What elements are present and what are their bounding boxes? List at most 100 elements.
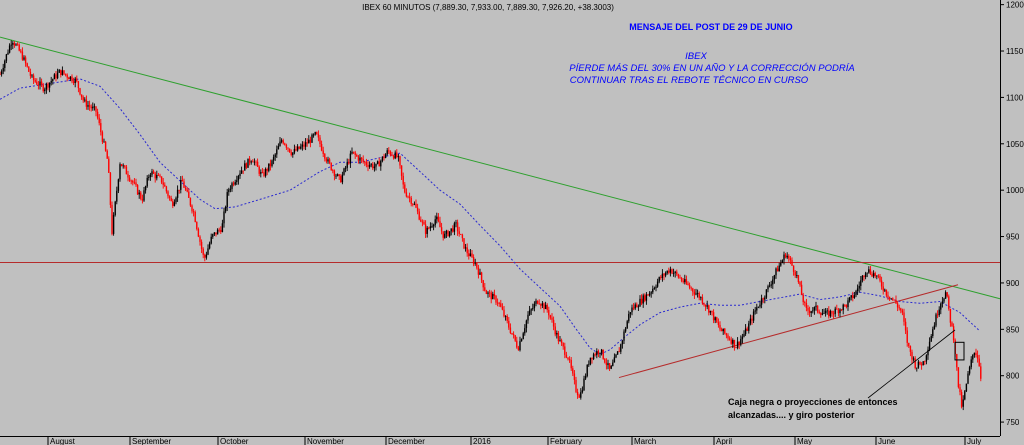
candle-body (170, 198, 172, 202)
candle-body (292, 152, 294, 155)
candle-body (8, 45, 11, 53)
candle-body (768, 285, 771, 287)
candle-body (855, 291, 857, 296)
candle-body (280, 140, 283, 142)
candle-body (66, 74, 68, 78)
candle-body (549, 315, 552, 318)
candle-body (444, 233, 446, 238)
candle-body (629, 312, 632, 314)
candle-body (524, 328, 526, 334)
candle-body (709, 310, 712, 313)
candle-body (517, 347, 520, 351)
candle-body (319, 137, 321, 144)
candle-body (55, 74, 57, 79)
candle-body (677, 274, 680, 278)
candle-body (736, 341, 739, 348)
candle-body (892, 298, 894, 300)
candle-body (778, 265, 780, 272)
candle-body (856, 288, 859, 292)
y-tick-label: 950 (1006, 233, 1020, 242)
candle-body (420, 219, 422, 222)
candle-body (284, 143, 286, 145)
candle-body (367, 164, 369, 167)
candle-body (640, 298, 643, 304)
candle-body (730, 339, 732, 344)
candle-body (807, 307, 809, 311)
candle-body (920, 364, 923, 366)
candle-body (242, 170, 244, 172)
candle-body (548, 310, 550, 316)
candle-body (450, 228, 452, 232)
candle-body (781, 260, 784, 263)
candle-body (783, 254, 785, 261)
candle-body (720, 329, 723, 332)
candle-body (304, 142, 307, 147)
candle-body (965, 383, 968, 392)
candle-body (376, 161, 379, 164)
candle-body (247, 158, 249, 168)
candle-body (754, 310, 756, 312)
candle-body (416, 207, 419, 212)
candle-body (556, 333, 558, 335)
candle-body (98, 117, 100, 124)
candle-body (189, 197, 192, 206)
candle-body (536, 300, 539, 304)
candle-body (445, 230, 448, 234)
candle-body (580, 392, 582, 398)
candle-body (309, 139, 312, 143)
candle-body (944, 292, 947, 299)
candle-body (554, 326, 556, 335)
candle-body (20, 50, 22, 52)
candle-body (373, 166, 376, 169)
candle-body (39, 81, 41, 86)
candle-body (703, 303, 705, 305)
candle-body (903, 312, 905, 322)
candle-body (186, 189, 188, 192)
candle-body (509, 327, 512, 333)
candle-body (743, 334, 745, 337)
candle-body (359, 157, 361, 161)
candle-body (29, 71, 32, 76)
candle-body (837, 309, 840, 314)
candle-body (143, 190, 145, 201)
candle-body (180, 180, 182, 190)
candle-body (636, 304, 638, 308)
candle-body (311, 134, 313, 143)
candle-body (428, 227, 430, 229)
candle-body (620, 344, 622, 352)
y-tick-label: 1050 (1006, 140, 1024, 149)
candle-body (314, 132, 316, 135)
candle-body (285, 144, 288, 148)
candle-body (602, 349, 604, 359)
candle-body (133, 182, 136, 184)
candle-body (101, 132, 104, 142)
candle-body (392, 155, 395, 159)
candle-body (244, 163, 246, 171)
candle-body (661, 273, 664, 279)
candle-body (668, 270, 670, 273)
candle-body (410, 197, 412, 204)
candle-body (880, 280, 883, 287)
candle-body (716, 317, 718, 323)
candle-body (237, 175, 240, 181)
candle-body (805, 302, 808, 308)
candle-body (738, 341, 740, 345)
candle-body (293, 149, 296, 153)
candle-body (964, 391, 966, 400)
candle-body (76, 78, 78, 82)
candle-body (426, 227, 428, 234)
candle-body (368, 165, 371, 167)
candle-body (528, 310, 531, 315)
candle-body (935, 314, 937, 326)
candle-body (586, 364, 588, 377)
candle-body (421, 221, 424, 223)
candle-body (24, 57, 27, 64)
candle-body (573, 373, 576, 380)
candle-body (490, 292, 492, 300)
candle-body (287, 147, 289, 149)
candle-body (831, 310, 833, 314)
candle-body (711, 310, 713, 313)
candle-body (324, 153, 326, 159)
candle-body (5, 54, 8, 61)
candle-body (788, 255, 790, 259)
